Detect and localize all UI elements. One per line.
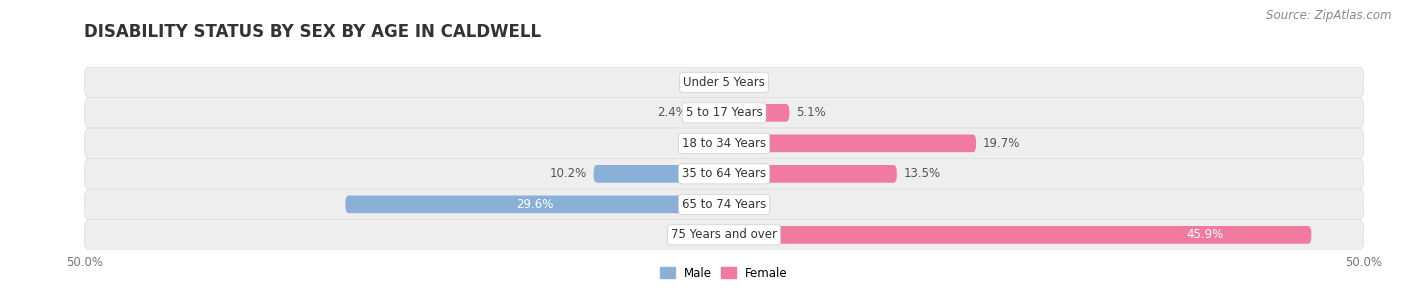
Text: 0.0%: 0.0% [681, 76, 710, 89]
Text: 0.0%: 0.0% [738, 198, 768, 211]
Text: 75 Years and over: 75 Years and over [671, 228, 778, 241]
FancyBboxPatch shape [84, 220, 1364, 250]
Text: 0.0%: 0.0% [681, 137, 710, 150]
FancyBboxPatch shape [84, 159, 1364, 189]
Text: 13.5%: 13.5% [903, 167, 941, 180]
Text: 35 to 64 Years: 35 to 64 Years [682, 167, 766, 180]
Text: Source: ZipAtlas.com: Source: ZipAtlas.com [1267, 9, 1392, 22]
Legend: Male, Female: Male, Female [655, 262, 793, 285]
Text: 10.2%: 10.2% [550, 167, 588, 180]
FancyBboxPatch shape [724, 226, 1312, 244]
FancyBboxPatch shape [346, 196, 724, 213]
FancyBboxPatch shape [593, 165, 724, 183]
Text: 5.1%: 5.1% [796, 106, 825, 119]
FancyBboxPatch shape [84, 128, 1364, 159]
Text: 18 to 34 Years: 18 to 34 Years [682, 137, 766, 150]
Text: 19.7%: 19.7% [983, 137, 1019, 150]
FancyBboxPatch shape [84, 189, 1364, 220]
FancyBboxPatch shape [693, 104, 724, 122]
Text: Under 5 Years: Under 5 Years [683, 76, 765, 89]
FancyBboxPatch shape [714, 135, 724, 152]
Text: 29.6%: 29.6% [516, 198, 554, 211]
Text: 0.0%: 0.0% [738, 76, 768, 89]
Text: 2.4%: 2.4% [657, 106, 688, 119]
Text: 65 to 74 Years: 65 to 74 Years [682, 198, 766, 211]
Text: 5 to 17 Years: 5 to 17 Years [686, 106, 762, 119]
FancyBboxPatch shape [84, 67, 1364, 98]
FancyBboxPatch shape [714, 74, 724, 91]
FancyBboxPatch shape [84, 98, 1364, 128]
FancyBboxPatch shape [724, 165, 897, 183]
FancyBboxPatch shape [724, 196, 734, 213]
FancyBboxPatch shape [714, 226, 724, 244]
FancyBboxPatch shape [724, 74, 734, 91]
Text: DISABILITY STATUS BY SEX BY AGE IN CALDWELL: DISABILITY STATUS BY SEX BY AGE IN CALDW… [84, 23, 541, 41]
Text: 45.9%: 45.9% [1187, 228, 1223, 241]
Text: 0.0%: 0.0% [681, 228, 710, 241]
FancyBboxPatch shape [724, 104, 789, 122]
FancyBboxPatch shape [724, 135, 976, 152]
